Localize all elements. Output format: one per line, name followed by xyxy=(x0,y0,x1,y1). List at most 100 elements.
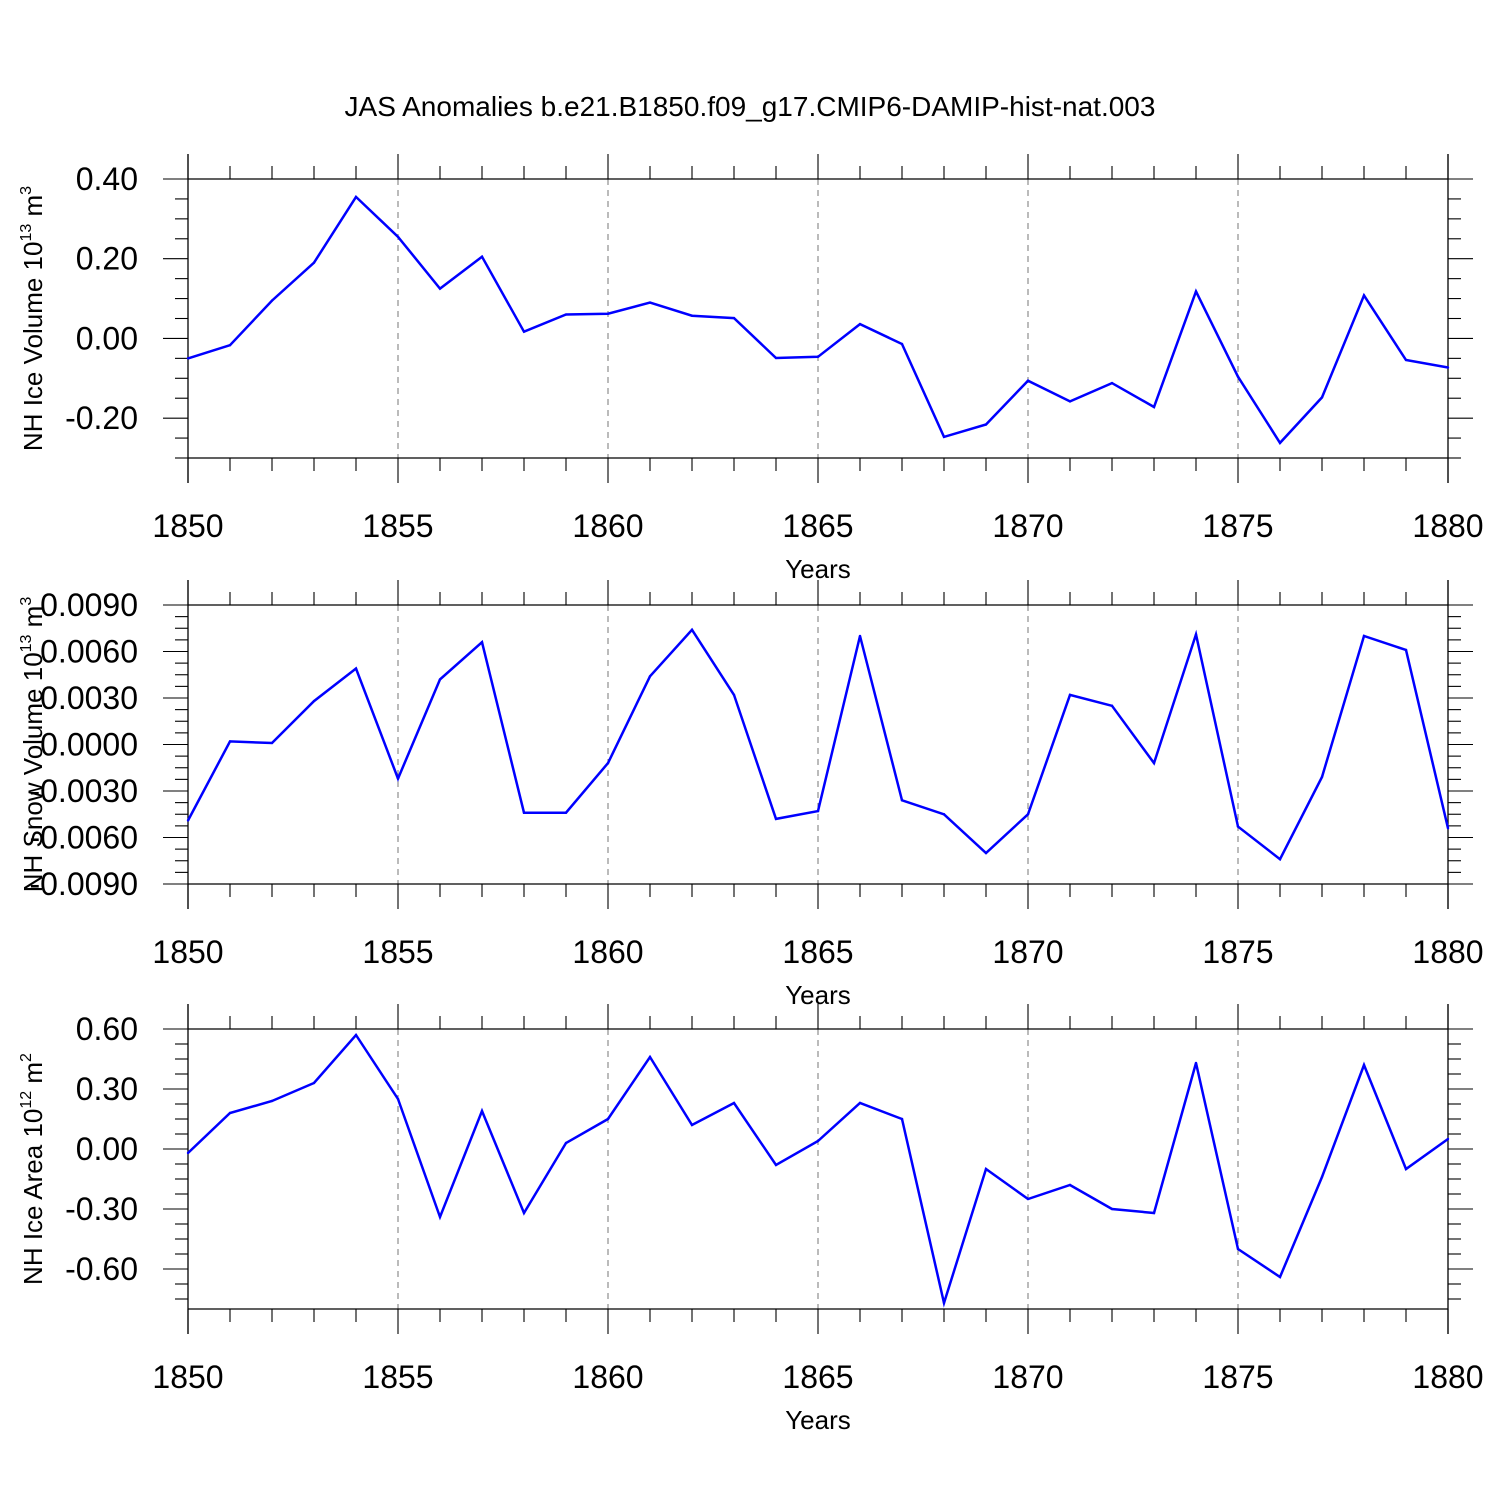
data-point xyxy=(690,314,694,317)
data-point xyxy=(1068,400,1072,403)
data-point xyxy=(438,1215,442,1219)
y-tick-label: 0.40 xyxy=(76,161,138,197)
data-point xyxy=(774,1163,778,1167)
chart-panel-1: -0.20 0.00 0.20 0.40 1850 1855 1860 1865 1870 187… xyxy=(18,154,1484,584)
data-point xyxy=(774,356,778,360)
data-point xyxy=(186,1151,190,1155)
data-point xyxy=(1278,1275,1282,1279)
data-point xyxy=(774,817,778,821)
data-point xyxy=(1068,693,1072,697)
x-tick-label: 1870 xyxy=(992,934,1063,970)
y-tick-label: 0.0000 xyxy=(40,727,138,763)
x-tick-label: 1875 xyxy=(1202,934,1273,970)
data-point xyxy=(1320,775,1324,779)
chart-panel-2: -0.0090 -0.0060 -0.0030 0.0000 0.0030 0.0060 0… xyxy=(18,580,1484,1010)
data-point xyxy=(480,641,484,644)
data-point xyxy=(312,261,316,264)
data-point xyxy=(1404,648,1408,652)
x-tick-label: 1850 xyxy=(152,934,223,970)
data-point xyxy=(564,811,568,814)
x-tick-label: 1865 xyxy=(782,1359,853,1395)
y-tick-label: 0.00 xyxy=(76,320,138,356)
x-axis-title: Years xyxy=(785,1405,851,1435)
data-point xyxy=(900,799,904,802)
x-tick-label: 1860 xyxy=(572,508,643,544)
data-point xyxy=(648,1055,652,1059)
data-point xyxy=(1110,704,1114,707)
data-point xyxy=(228,344,232,347)
data-point xyxy=(1446,1137,1450,1141)
x-tick-label: 1865 xyxy=(782,508,853,544)
x-tick-label: 1880 xyxy=(1412,508,1483,544)
data-point xyxy=(354,1033,358,1037)
x-tick-label: 1875 xyxy=(1202,508,1273,544)
data-point xyxy=(1236,1247,1240,1251)
x-tick-label: 1850 xyxy=(152,1359,223,1395)
data-point xyxy=(1194,633,1198,636)
y-axis-title: NH Snow Volume 1013 m3 xyxy=(18,597,48,893)
x-axis-title: Years xyxy=(785,554,851,584)
data-point xyxy=(396,777,400,780)
x-tick-label: 1860 xyxy=(572,1359,643,1395)
x-tick-label: 1865 xyxy=(782,934,853,970)
data-point xyxy=(354,195,358,199)
data-point xyxy=(984,423,988,426)
data-point xyxy=(1152,1211,1156,1215)
y-tick-label: -0.0090 xyxy=(29,866,138,902)
x-tick-label: 1855 xyxy=(362,934,433,970)
data-point xyxy=(438,287,442,290)
data-point xyxy=(1362,634,1366,638)
data-point xyxy=(270,299,274,302)
y-tick-label: -0.0030 xyxy=(29,773,138,809)
data-point xyxy=(564,313,568,316)
data-point xyxy=(1110,381,1114,385)
data-point xyxy=(1446,827,1450,830)
data-point xyxy=(816,1139,820,1143)
chart-panel-3: -0.60 -0.30 0.00 0.30 0.60 1850 1855 1860 1865 18… xyxy=(18,1004,1484,1435)
x-tick-label: 1880 xyxy=(1412,934,1483,970)
data-point xyxy=(1026,1197,1030,1201)
y-axis-title: NH Ice Volume 1013 m3 xyxy=(18,186,48,451)
y-tick-label: 0.00 xyxy=(76,1131,138,1167)
x-tick-label: 1880 xyxy=(1412,1359,1483,1395)
data-point xyxy=(732,316,736,320)
data-point xyxy=(438,678,442,681)
data-point xyxy=(1110,1207,1114,1211)
data-point xyxy=(816,355,820,358)
data-point xyxy=(1446,366,1450,369)
data-point xyxy=(1068,1183,1072,1187)
y-tick-label: 0.30 xyxy=(76,1071,138,1107)
x-tick-label: 1870 xyxy=(992,1359,1063,1395)
data-point xyxy=(270,1099,274,1103)
data-point xyxy=(942,813,946,816)
y-tick-label: 0.0030 xyxy=(40,680,138,716)
data-point xyxy=(522,330,526,333)
data-point xyxy=(942,1301,946,1305)
data-point xyxy=(900,342,904,346)
data-point xyxy=(648,301,652,304)
data-point xyxy=(984,851,988,855)
data-point xyxy=(1194,1061,1198,1065)
y-tick-label: 0.0090 xyxy=(40,587,138,623)
data-point xyxy=(858,322,862,326)
data-point xyxy=(984,1167,988,1171)
data-point xyxy=(270,741,274,745)
data-point xyxy=(228,740,232,743)
data-point xyxy=(1152,761,1156,765)
data-point xyxy=(732,1101,736,1105)
data-point xyxy=(480,1109,484,1113)
data-point xyxy=(564,1141,568,1145)
data-point xyxy=(1404,358,1408,362)
data-point xyxy=(858,634,862,638)
data-point xyxy=(1362,1063,1366,1067)
data-point xyxy=(186,819,190,822)
data-point xyxy=(648,675,652,678)
data-point xyxy=(942,435,946,439)
data-point xyxy=(396,235,400,238)
x-tick-label: 1855 xyxy=(362,1359,433,1395)
data-point xyxy=(1320,1175,1324,1179)
data-point xyxy=(1152,405,1156,409)
data-point xyxy=(858,1101,862,1105)
